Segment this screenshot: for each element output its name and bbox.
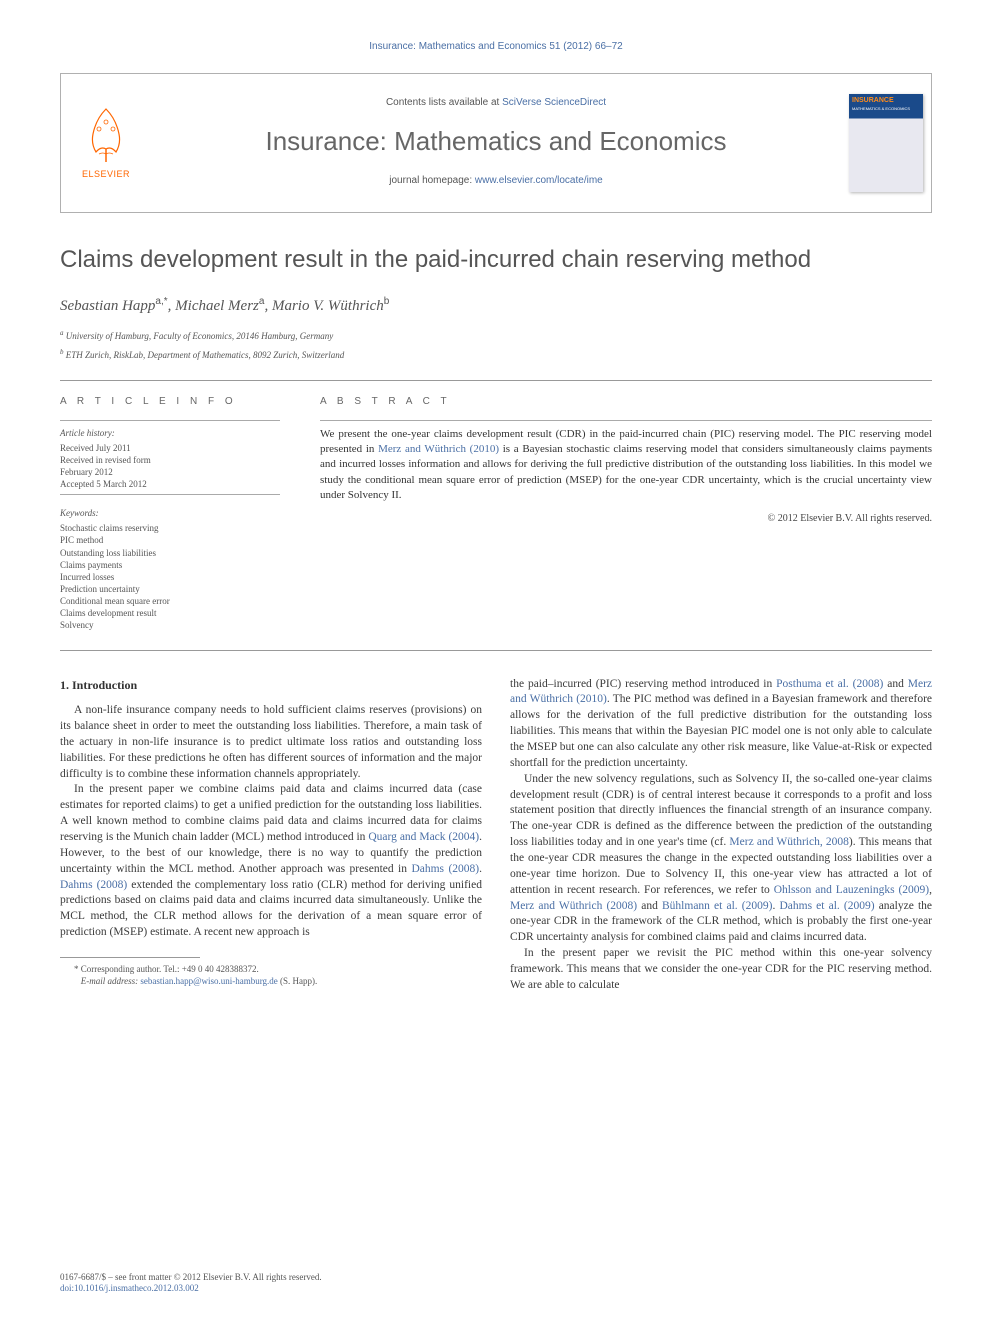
abstract-heading: A B S T R A C T xyxy=(320,395,932,410)
p4-link4[interactable]: Bühlmann et al. (2009) xyxy=(662,900,772,912)
homepage-prefix: journal homepage: xyxy=(389,175,475,186)
author-2-marks: a xyxy=(259,296,265,307)
author-1: Sebastian Happ xyxy=(60,298,155,314)
abstract-link[interactable]: Merz and Wüthrich (2010) xyxy=(378,443,499,455)
intro-p5: In the present paper we revisit the PIC … xyxy=(510,946,932,994)
abstract-hr xyxy=(320,420,932,421)
intro-p4: Under the new solvency regulations, such… xyxy=(510,772,932,946)
article-info: A R T I C L E I N F O Article history: R… xyxy=(60,395,280,631)
affil-a-mark: a xyxy=(60,329,64,337)
kw-8: Solvency xyxy=(60,619,280,631)
affiliation-a: a University of Hamburg, Faculty of Econ… xyxy=(60,328,932,343)
p4-c: , xyxy=(929,884,932,896)
email-label: E-mail address: xyxy=(81,976,138,986)
footnote-corr-text: Corresponding author. Tel.: +49 0 40 428… xyxy=(81,964,259,974)
divider-bottom xyxy=(60,650,932,651)
abstract-copyright: © 2012 Elsevier B.V. All rights reserved… xyxy=(320,512,932,527)
homepage-link[interactable]: www.elsevier.com/locate/ime xyxy=(475,175,603,186)
info-abstract-row: A R T I C L E I N F O Article history: R… xyxy=(60,395,932,631)
kw-6: Conditional mean square error xyxy=(60,595,280,607)
p3-link1[interactable]: Posthuma et al. (2008) xyxy=(776,678,883,690)
affiliation-b: b ETH Zurich, RiskLab, Department of Mat… xyxy=(60,347,932,362)
journal-header-box: ELSEVIER Contents lists available at Sci… xyxy=(60,73,932,213)
cover-thumbnail: INSURANCE MATHEMATICS & ECONOMICS xyxy=(849,94,923,192)
p2-link3[interactable]: Dahms (2008) xyxy=(60,879,127,891)
p2-link1[interactable]: Quarg and Mack (2004) xyxy=(368,831,479,843)
kw-3: Claims payments xyxy=(60,559,280,571)
keywords-heading: Keywords: xyxy=(60,507,280,520)
p4-link2[interactable]: Ohlsson and Lauzeningks (2009) xyxy=(774,884,929,896)
bottom-line1: 0167-6687/$ – see front matter © 2012 El… xyxy=(60,1272,322,1284)
kw-5: Prediction uncertainty xyxy=(60,583,280,595)
journal-reference: Insurance: Mathematics and Economics 51 … xyxy=(60,40,932,55)
intro-p3: the paid–incurred (PIC) reserving method… xyxy=(510,677,932,772)
p2-link2[interactable]: Dahms (2008) xyxy=(411,863,479,875)
author-3-marks: b xyxy=(384,296,390,307)
email-link[interactable]: sebastian.happ@wiso.uni-hamburg.de xyxy=(140,976,277,986)
kw-7: Claims development result xyxy=(60,607,280,619)
contents-available-line: Contents lists available at SciVerse Sci… xyxy=(386,96,606,111)
kw-4: Incurred losses xyxy=(60,571,280,583)
author-1-marks: a,* xyxy=(155,296,167,307)
footnote-email: E-mail address: sebastian.happ@wiso.uni-… xyxy=(60,976,482,988)
p4-link5[interactable]: Dahms et al. (2009) xyxy=(779,900,874,912)
elsevier-text: ELSEVIER xyxy=(82,168,130,181)
kw-1: PIC method xyxy=(60,534,280,546)
affil-a-text: University of Hamburg, Faculty of Econom… xyxy=(66,331,334,341)
intro-p1: A non-life insurance company needs to ho… xyxy=(60,703,482,782)
elsevier-logo: ELSEVIER xyxy=(61,74,151,212)
author-2: Michael Merz xyxy=(175,298,259,314)
journal-title: Insurance: Mathematics and Economics xyxy=(266,123,727,161)
contents-prefix: Contents lists available at xyxy=(386,97,502,108)
footnote-wrap: * Corresponding author. Tel.: +49 0 40 4… xyxy=(60,957,482,987)
p2-c: . xyxy=(479,863,482,875)
doi-link[interactable]: doi:10.1016/j.insmatheco.2012.03.002 xyxy=(60,1283,322,1295)
intro-p2: In the present paper we combine claims p… xyxy=(60,782,482,941)
authors: Sebastian Happa,*, Michael Merza, Mario … xyxy=(60,295,932,318)
affil-b-text: ETH Zurich, RiskLab, Department of Mathe… xyxy=(66,350,345,360)
history-1: Received in revised form xyxy=(60,454,280,466)
bottom-info: 0167-6687/$ – see front matter © 2012 El… xyxy=(60,1272,322,1295)
article-title: Claims development result in the paid-in… xyxy=(60,243,932,278)
abstract-text: We present the one-year claims developme… xyxy=(320,427,932,504)
sciencedirect-link[interactable]: SciVerse ScienceDirect xyxy=(502,97,606,108)
p4-d: and xyxy=(637,900,662,912)
p4-link1[interactable]: Merz and Wüthrich, 2008 xyxy=(729,836,849,848)
article-info-heading: A R T I C L E I N F O xyxy=(60,395,280,410)
history-2: February 2012 xyxy=(60,466,280,478)
kw-0: Stochastic claims reserving xyxy=(60,522,280,534)
author-3: Mario V. Wüthrich xyxy=(272,298,384,314)
footnote-separator xyxy=(60,957,200,958)
affil-b-mark: b xyxy=(60,348,64,356)
history-0: Received July 2011 xyxy=(60,442,280,454)
info-hr-2 xyxy=(60,494,280,495)
body-columns: 1. Introduction A non-life insurance com… xyxy=(60,677,932,994)
info-hr-1 xyxy=(60,420,280,421)
cover-subtitle: MATHEMATICS & ECONOMICS xyxy=(852,106,920,112)
elsevier-tree-icon xyxy=(81,104,131,164)
p4-link3[interactable]: Merz and Wüthrich (2008) xyxy=(510,900,637,912)
divider-top xyxy=(60,380,932,381)
abstract: A B S T R A C T We present the one-year … xyxy=(320,395,932,631)
footnote-star: * xyxy=(74,964,81,974)
keywords-block: Keywords: Stochastic claims reserving PI… xyxy=(60,507,280,631)
email-suffix: (S. Happ). xyxy=(278,976,318,986)
history-3: Accepted 5 March 2012 xyxy=(60,478,280,490)
p3-b: and xyxy=(883,678,907,690)
section-1-heading: 1. Introduction xyxy=(60,677,482,694)
kw-2: Outstanding loss liabilities xyxy=(60,547,280,559)
footnote-corr: * Corresponding author. Tel.: +49 0 40 4… xyxy=(60,964,482,976)
header-center: Contents lists available at SciVerse Sci… xyxy=(151,74,841,212)
journal-cover: INSURANCE MATHEMATICS & ECONOMICS xyxy=(841,74,931,212)
cover-title: INSURANCE xyxy=(852,97,920,104)
history-heading: Article history: xyxy=(60,427,280,440)
homepage-line: journal homepage: www.elsevier.com/locat… xyxy=(389,174,602,189)
p3-a: the paid–incurred (PIC) reserving method… xyxy=(510,678,776,690)
